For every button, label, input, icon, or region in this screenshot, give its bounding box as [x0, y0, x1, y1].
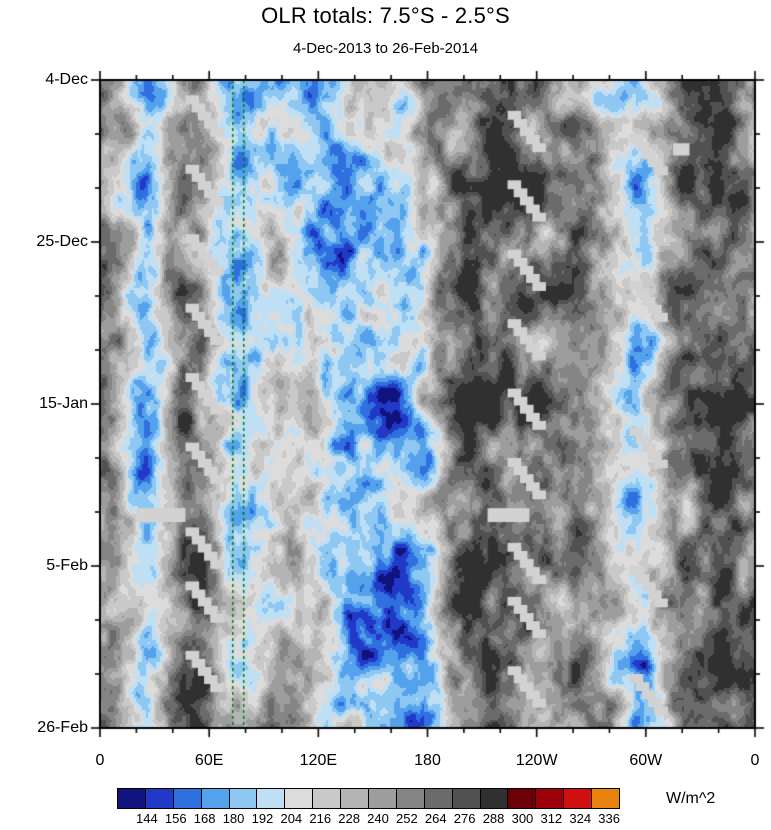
- colorbar-swatch: [451, 788, 481, 809]
- colorbar-tick-label: 216: [309, 811, 332, 826]
- longitude-axis-tick-labels: 0 60E 120E 180 120W 60W 0: [0, 752, 771, 774]
- colorbar-tick-label: 156: [164, 811, 187, 826]
- colorbar-tick-label: 252: [396, 811, 418, 826]
- colorbar-tick-label: 240: [367, 811, 389, 826]
- colorbar-tick-label: 204: [280, 811, 303, 826]
- colorbar-swatch: [340, 788, 370, 809]
- colorbar-swatch: [507, 788, 537, 809]
- colorbar-tick-label: 276: [453, 811, 476, 826]
- colorbar-swatch: [535, 788, 565, 809]
- colorbar-swatch: [200, 788, 230, 809]
- longitude-tick-label: 0: [750, 752, 760, 769]
- time-tick-label: 15-Jan: [39, 395, 88, 412]
- longitude-tick-label: 60W: [629, 752, 663, 769]
- colorbar-swatch: [423, 788, 453, 809]
- longitude-tick-label: 120E: [299, 752, 338, 769]
- colorbar-tick-label: 324: [569, 811, 592, 826]
- time-tick-label: 4-Dec: [45, 71, 88, 88]
- colorbar-tick-label: 336: [598, 811, 620, 826]
- colorbar-units-label: W/m^2: [666, 790, 716, 807]
- colorbar-swatch: [591, 788, 621, 809]
- colorbar-tick-labels: 144 156 168 180 192 204 216 228 240 252 264 276 288 3…: [0, 811, 771, 827]
- colorbar-swatch: [312, 788, 342, 809]
- colorbar-swatch: [368, 788, 397, 809]
- colorbar-swatch: [172, 788, 202, 809]
- colorbar-tick-label: 312: [540, 811, 563, 826]
- colorbar-tick-label: 300: [511, 811, 534, 826]
- colorbar-tick-label: 144: [136, 811, 158, 826]
- colorbar-swatch: [256, 788, 286, 809]
- time-axis-tick-labels: 4-Dec 25-Dec 15-Jan 5-Feb 26-Feb: [0, 0, 88, 830]
- longitude-tick-label: 180: [414, 752, 441, 769]
- time-tick-label: 26-Feb: [37, 719, 88, 736]
- time-tick-label: 5-Feb: [46, 557, 88, 574]
- colorbar-tick-label: 192: [251, 811, 274, 826]
- colorbar-tick-label: 168: [193, 811, 216, 826]
- colorbar-swatch: [563, 788, 593, 809]
- colorbar-swatch: [117, 788, 146, 809]
- colorbar-swatch: [144, 788, 174, 809]
- colorbar-swatch: [395, 788, 425, 809]
- longitude-tick-label: 0: [95, 752, 105, 769]
- colorbar-tick-label: 288: [482, 811, 505, 826]
- colorbar-swatch: [228, 788, 258, 809]
- longitude-tick-label: 60E: [194, 752, 224, 769]
- colorbar-tick-label: 264: [424, 811, 447, 826]
- longitude-tick-label: 120W: [515, 752, 558, 769]
- time-tick-label: 25-Dec: [36, 233, 88, 250]
- colorbar-tick-label: 180: [222, 811, 245, 826]
- colorbar: [117, 788, 621, 809]
- colorbar-swatch: [284, 788, 314, 809]
- colorbar-tick-label: 228: [338, 811, 360, 826]
- colorbar-swatch: [479, 788, 509, 809]
